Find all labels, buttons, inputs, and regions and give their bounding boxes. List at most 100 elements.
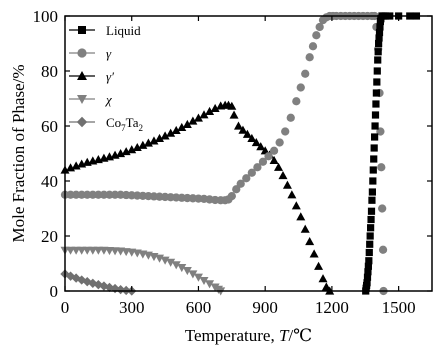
data-point — [274, 162, 284, 171]
data-point — [233, 121, 243, 130]
data-point — [188, 116, 198, 125]
data-point — [309, 249, 319, 258]
data-point — [364, 268, 372, 276]
data-point — [258, 157, 268, 166]
data-point — [373, 78, 381, 86]
legend-label: γ — [106, 46, 112, 61]
data-point — [366, 240, 374, 248]
y-tick-label: 100 — [33, 7, 59, 26]
data-point — [205, 106, 215, 116]
data-point — [375, 34, 383, 42]
legend-marker — [78, 26, 86, 34]
plot-area — [60, 11, 421, 296]
data-point — [232, 185, 241, 194]
data-point — [378, 245, 388, 254]
data-point — [371, 111, 380, 119]
x-tick-label: 300 — [119, 298, 145, 317]
legend-marker — [77, 71, 87, 80]
y-tick-label: 60 — [41, 117, 58, 136]
data-point — [367, 215, 375, 224]
x-tick-label: 600 — [186, 298, 212, 317]
data-point — [269, 146, 279, 155]
data-point — [296, 83, 305, 92]
data-point — [305, 53, 314, 62]
data-point — [372, 89, 380, 97]
data-point — [314, 261, 324, 270]
plot-frame — [64, 15, 433, 292]
series-triangle-down — [60, 246, 226, 296]
y-tick-label: 0 — [50, 282, 59, 301]
x-axis-title-var: T — [279, 326, 290, 345]
data-point — [182, 119, 192, 128]
data-point — [247, 133, 257, 142]
data-point — [368, 188, 376, 196]
data-point — [287, 190, 297, 199]
data-point — [77, 275, 87, 285]
data-point — [364, 262, 372, 270]
data-point — [282, 180, 292, 189]
data-point — [375, 39, 383, 48]
data-point — [166, 128, 176, 137]
data-point — [376, 23, 384, 31]
data-point — [155, 133, 165, 142]
data-point — [229, 110, 239, 119]
legend-label: Liquid — [106, 23, 141, 38]
series-square — [362, 12, 421, 295]
data-point — [278, 171, 288, 180]
data-point — [367, 207, 376, 215]
x-tick-label: 1500 — [382, 298, 416, 317]
data-point — [365, 248, 373, 257]
data-point — [286, 113, 295, 122]
data-point — [305, 237, 315, 246]
data-point — [315, 22, 324, 32]
data-point — [115, 284, 126, 295]
data-point — [160, 131, 170, 140]
data-point — [373, 67, 381, 75]
x-axis-title-unit: /℃ — [288, 326, 312, 345]
data-point — [275, 138, 284, 147]
legend-label: γ′ — [106, 69, 114, 84]
data-point — [292, 97, 301, 106]
data-point — [188, 270, 198, 279]
data-point — [227, 101, 237, 110]
data-point — [242, 129, 252, 138]
data-point — [138, 140, 148, 149]
data-point — [363, 279, 371, 287]
x-axis-title: Temperature, T/℃ — [185, 326, 312, 345]
data-point — [371, 133, 379, 141]
data-point — [93, 279, 104, 290]
data-point — [377, 163, 386, 172]
data-point — [149, 136, 159, 145]
series-triangle-up — [60, 100, 335, 295]
data-point — [247, 168, 256, 177]
data-point — [199, 276, 209, 286]
data-point — [171, 125, 181, 134]
data-point — [256, 142, 266, 151]
data-point — [308, 42, 318, 51]
data-point — [370, 155, 378, 163]
data-point — [365, 257, 373, 265]
data-point — [369, 177, 377, 185]
legend-marker — [76, 116, 88, 128]
legend-marker — [77, 48, 87, 58]
data-point — [372, 100, 380, 108]
data-point — [205, 280, 215, 289]
data-point — [367, 224, 375, 232]
data-point — [291, 201, 301, 210]
data-point — [300, 224, 310, 233]
data-point — [82, 276, 92, 287]
y-tick-label: 40 — [41, 172, 58, 191]
data-point — [242, 174, 251, 183]
data-point — [378, 204, 387, 213]
data-point — [371, 122, 379, 130]
data-point — [269, 155, 279, 164]
x-tick-label: 1200 — [315, 298, 349, 317]
data-point — [99, 281, 109, 291]
data-point — [166, 258, 176, 267]
data-point — [374, 48, 382, 56]
data-point — [375, 28, 384, 37]
data-point — [281, 127, 290, 136]
data-point — [182, 267, 192, 276]
x-axis-title-prefix: Temperature, — [185, 326, 279, 345]
